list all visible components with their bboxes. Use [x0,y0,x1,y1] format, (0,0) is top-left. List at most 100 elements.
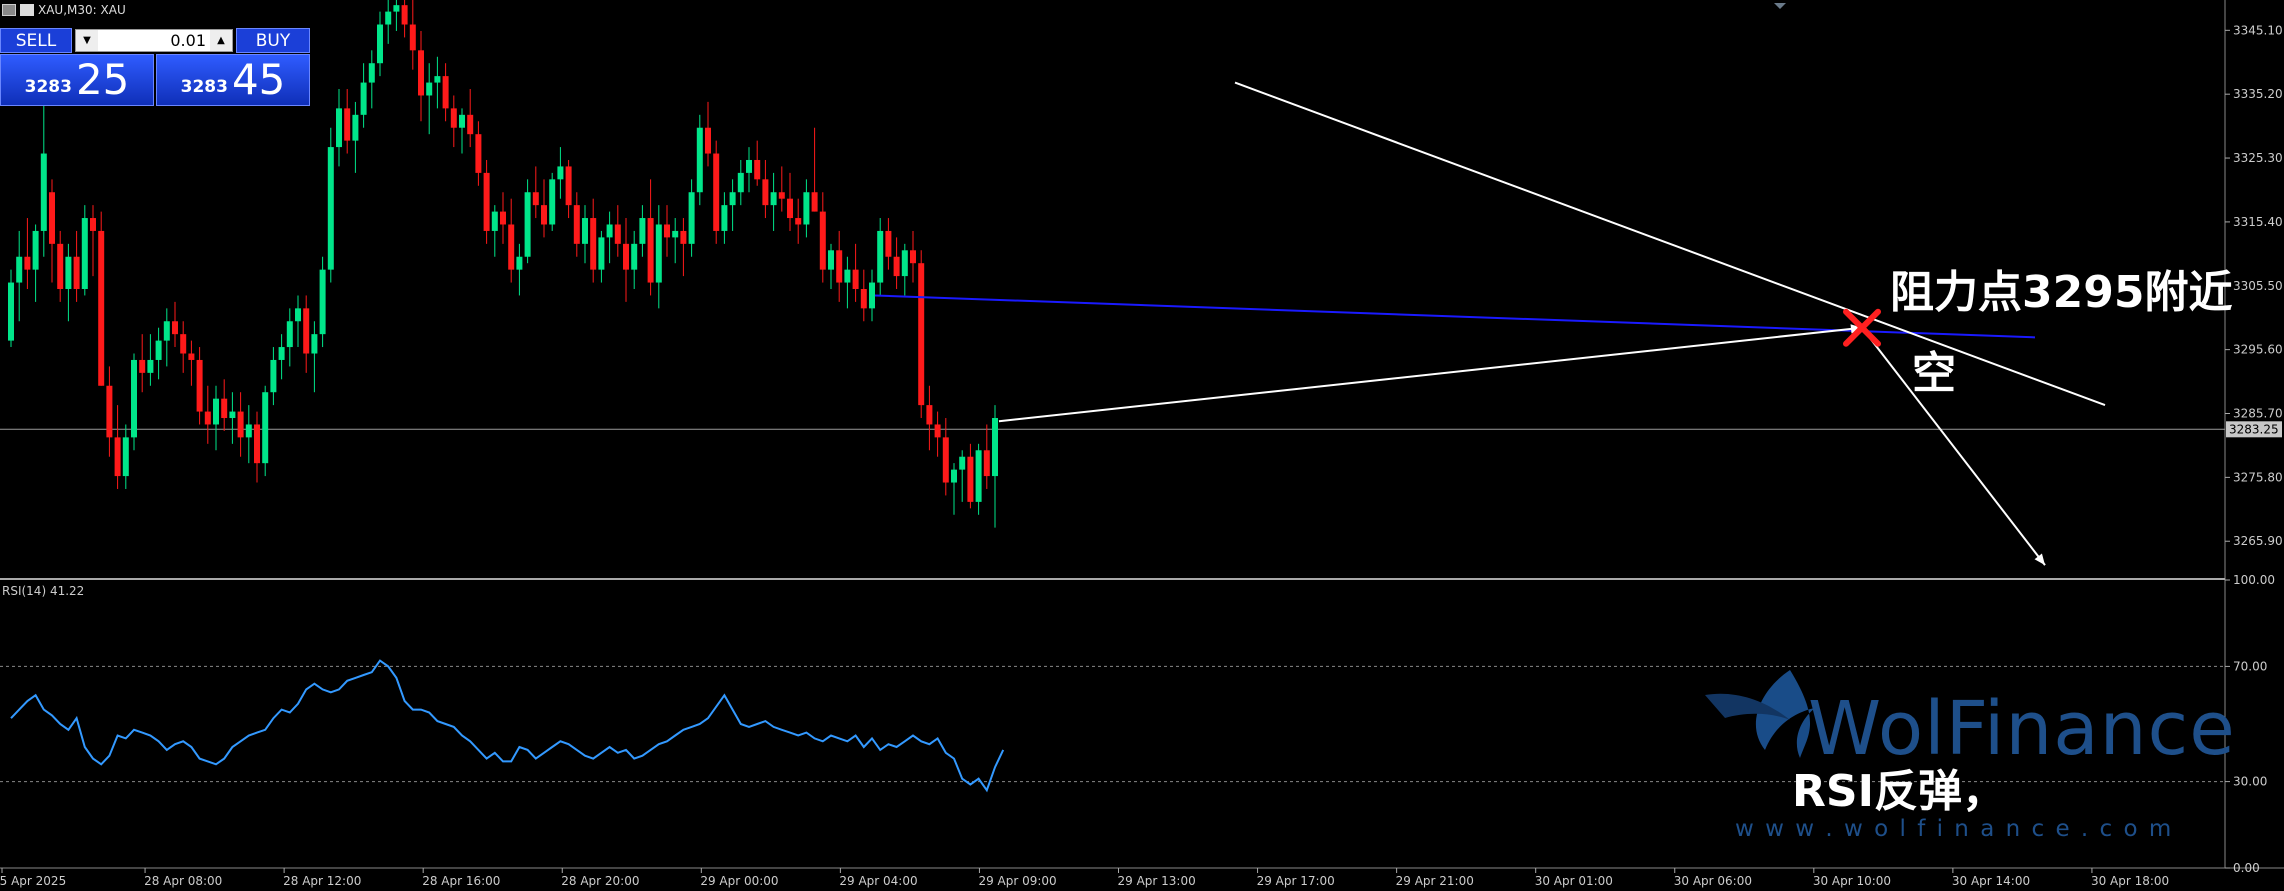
candle[interactable] [237,392,244,457]
candle[interactable] [270,347,277,406]
candle[interactable] [565,159,572,219]
candle[interactable] [910,230,916,283]
candle[interactable] [459,108,465,154]
candle[interactable] [327,127,334,283]
candle[interactable] [975,443,982,515]
candle[interactable] [770,172,777,231]
candle[interactable] [557,147,564,199]
candle[interactable] [885,218,892,270]
sell-price[interactable]: 3283 25 [0,54,154,106]
candle[interactable] [401,0,408,38]
candle[interactable] [992,405,998,528]
candle[interactable] [860,269,867,322]
rsi-line[interactable] [10,659,1005,793]
buy-button[interactable]: BUY [236,28,310,53]
candle[interactable] [573,192,580,257]
candle[interactable] [122,424,129,489]
candle[interactable] [311,321,318,393]
candle[interactable] [705,101,711,167]
candle[interactable] [582,205,588,264]
candle[interactable] [98,211,105,386]
candle[interactable] [172,301,178,348]
candle[interactable] [360,63,367,128]
candle[interactable] [163,308,170,367]
candle[interactable] [139,334,146,393]
candle[interactable] [901,243,908,296]
candle[interactable] [57,230,64,302]
candle[interactable] [278,334,285,380]
candle[interactable] [229,392,236,444]
candle[interactable] [541,179,547,238]
candle[interactable] [90,205,96,277]
resistance-trendline[interactable] [1234,81,2106,407]
candle[interactable] [672,218,679,264]
chart-shift-marker[interactable] [1774,3,1786,9]
candle[interactable] [393,0,400,31]
candle[interactable] [500,192,506,244]
candle[interactable] [614,205,621,257]
candle[interactable] [606,211,613,264]
window-menu-icon[interactable] [2,4,16,16]
candle[interactable] [549,172,556,231]
candle[interactable] [828,243,834,289]
candle[interactable] [836,230,843,302]
candle[interactable] [434,56,441,109]
candle[interactable] [450,95,457,148]
candle[interactable] [844,256,851,309]
candle[interactable] [647,179,654,296]
candle[interactable] [532,166,539,219]
candle[interactable] [983,424,990,489]
candle[interactable] [49,179,55,283]
candle[interactable] [491,205,498,257]
candle[interactable] [24,218,31,289]
candle[interactable] [483,159,490,244]
candle[interactable] [8,269,14,348]
resistance-cross-icon[interactable] [1843,308,1881,347]
candle[interactable] [32,224,39,302]
short-arrow[interactable] [1861,327,2046,566]
buy-price[interactable]: 3283 45 [156,54,310,106]
candle[interactable] [262,385,269,477]
candle[interactable] [73,230,80,302]
candle[interactable] [295,295,301,348]
candle[interactable] [893,237,900,289]
candle[interactable] [368,50,375,109]
candle[interactable] [746,147,752,193]
candle[interactable] [418,30,424,122]
candle[interactable] [598,230,605,283]
lot-dropdown-icon[interactable]: ▼ [76,30,98,51]
lot-size-input[interactable] [98,30,210,51]
lot-increase-icon[interactable]: ▲ [210,30,232,51]
candle[interactable] [959,450,966,502]
sell-button[interactable]: SELL [0,28,72,53]
candle[interactable] [852,243,859,302]
candle[interactable] [639,205,646,257]
candle[interactable] [967,443,974,509]
candle[interactable] [795,198,802,244]
candle[interactable] [131,353,137,451]
candle[interactable] [508,198,515,283]
candle[interactable] [918,250,925,419]
candle[interactable] [729,179,736,231]
candle[interactable] [623,218,629,302]
candle[interactable] [688,179,695,257]
candle[interactable] [155,327,162,380]
candle[interactable] [442,63,449,122]
candle[interactable] [254,411,260,483]
candle[interactable] [754,140,761,186]
candle[interactable] [213,385,219,451]
candle[interactable] [803,179,810,238]
candle[interactable] [655,205,662,309]
candle[interactable] [336,89,342,167]
candle[interactable] [778,166,785,212]
candle[interactable] [877,218,884,296]
candle[interactable] [286,308,293,367]
candle[interactable] [81,205,88,296]
candle[interactable] [680,218,687,277]
candle[interactable] [65,243,72,322]
candle[interactable] [180,321,187,373]
candle[interactable] [196,347,203,425]
candle[interactable] [524,179,531,264]
candle[interactable] [204,385,211,444]
candle[interactable] [221,379,228,431]
